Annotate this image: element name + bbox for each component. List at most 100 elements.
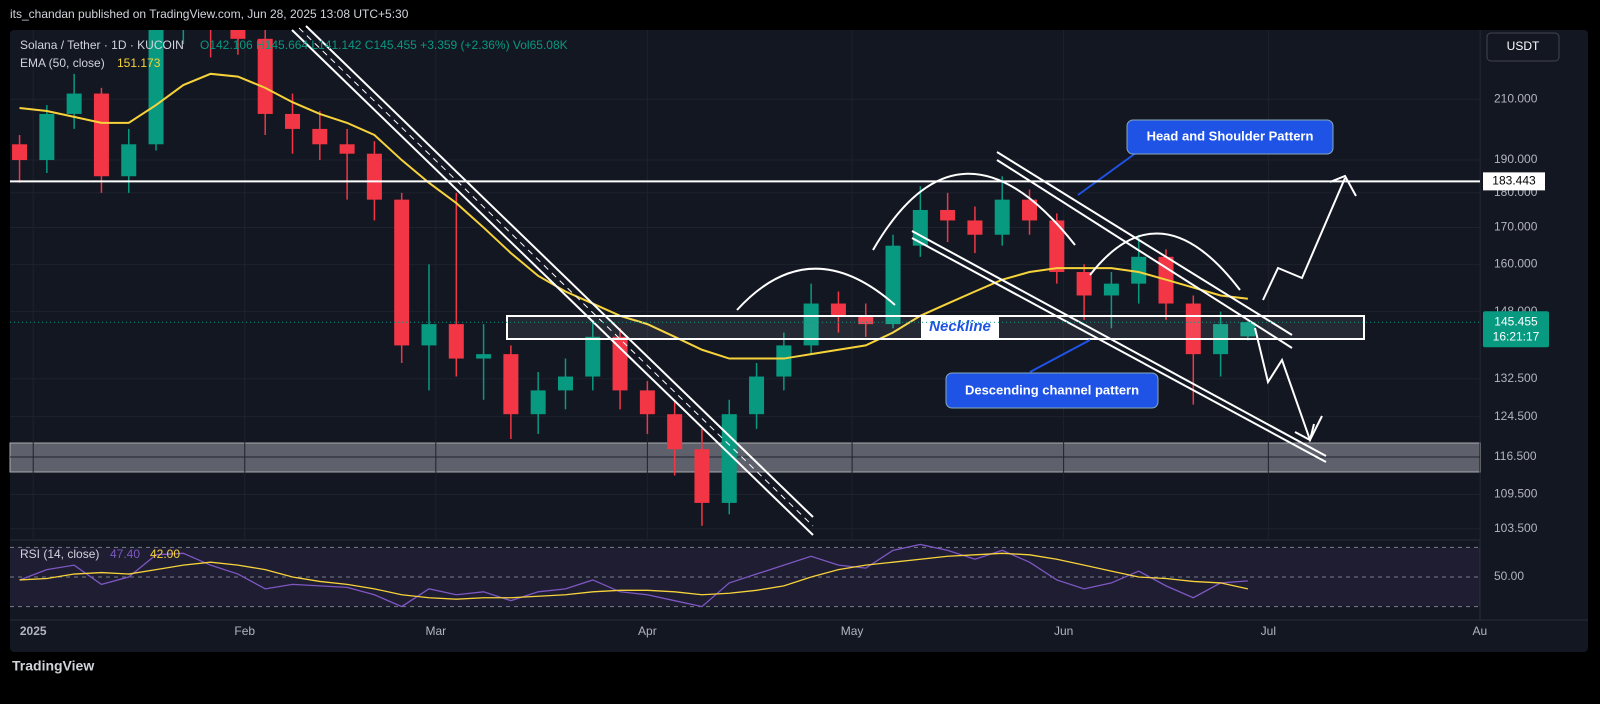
candle-body (1131, 256, 1147, 284)
rsi-line (19, 543, 1248, 608)
y-tick-label: 109.500 (1494, 487, 1538, 501)
ema-value: 151.173 (117, 56, 161, 70)
hs-callout (1126, 119, 1334, 155)
channel-line (911, 237, 1327, 463)
price-tag (1483, 172, 1545, 191)
x-tick-label: Au (1473, 624, 1488, 638)
candle-body (148, 30, 164, 145)
candle-body (694, 449, 710, 503)
candle-body (612, 336, 628, 391)
candle-body (530, 390, 546, 415)
y-tick-label: 132.500 (1494, 371, 1538, 385)
candle-body (93, 93, 109, 177)
callout-pointer (1077, 149, 1141, 196)
channel-mid (298, 27, 814, 527)
candle-body (394, 199, 410, 346)
channel-line (291, 29, 814, 536)
candle-body (858, 315, 874, 325)
channel-callout (945, 372, 1159, 409)
candle-body (1022, 199, 1038, 221)
channel-line (911, 230, 1327, 457)
x-tick-label: Mar (425, 624, 446, 638)
y-tick-label: 160.000 (1494, 257, 1538, 271)
arrow-up (1262, 177, 1346, 301)
channel-line (996, 159, 1293, 349)
candle-body (257, 38, 273, 114)
candle-body (585, 336, 601, 377)
candle-body (885, 245, 901, 325)
candle-body (1076, 271, 1092, 296)
candle-body (1240, 322, 1256, 337)
rsi-ma-line (19, 552, 1249, 600)
publisher: its_chandan published on TradingView.com… (10, 7, 409, 21)
y-tick-label: 170.000 (1494, 220, 1538, 234)
neckline-tag (921, 316, 999, 338)
chart-panel (10, 30, 1588, 652)
rsi-tick-label: 50.00 (1494, 569, 1524, 583)
candle-body (339, 144, 355, 154)
candle-body (230, 30, 246, 39)
y-tick-label: 124.500 (1494, 409, 1538, 423)
candle-body (994, 199, 1010, 235)
candle-body (940, 209, 956, 221)
candle-body (66, 93, 82, 114)
candle-body (476, 354, 492, 359)
x-tick-label: Apr (638, 624, 657, 638)
arrowhead (1294, 423, 1315, 442)
rsi-value: 47.40 (110, 547, 140, 561)
left-shoulder (736, 267, 896, 311)
y-tick-label: 103.500 (1494, 521, 1538, 535)
hs-label: Head and Shoulder Pattern (1147, 128, 1314, 143)
ema-line (19, 72, 1249, 360)
last-price-tag (1483, 311, 1549, 348)
candle-body (667, 414, 683, 450)
candle-body (366, 153, 382, 200)
candle-body (285, 113, 301, 129)
candle-body (776, 345, 792, 377)
head (872, 172, 1076, 251)
candle-body (749, 376, 765, 415)
support-zone (9, 442, 1481, 473)
arrowhead (1329, 174, 1357, 197)
candle-body (803, 303, 819, 346)
x-tick-label: 2025 (20, 624, 47, 638)
candle-body (121, 144, 137, 177)
y-tick-label: 210.000 (1494, 91, 1538, 105)
price-tag-label: 183.443 (1492, 174, 1536, 188)
rsi-label: RSI (14, close) (20, 547, 99, 561)
channel-line (996, 151, 1293, 336)
ema-label: EMA (50, close) (20, 56, 105, 70)
candle-body (421, 324, 437, 346)
candle-body (448, 324, 464, 359)
brand: TradingView (12, 658, 94, 674)
y-tick-label: 116.500 (1494, 449, 1537, 463)
candle-body (312, 128, 328, 145)
candle-body (967, 220, 983, 235)
candle-body (12, 144, 28, 161)
currency[interactable]: USDT (1507, 39, 1540, 53)
x-tick-label: Feb (234, 624, 255, 638)
symbol: Solana / Tether · 1D · KUCOIN (20, 38, 184, 52)
arrow-down (1254, 327, 1323, 443)
candle-body (830, 303, 846, 316)
candle-body (1049, 220, 1065, 272)
countdown: 16:21:17 (1493, 329, 1540, 343)
candle-body (721, 414, 737, 503)
neckline-label: Neckline (929, 318, 991, 335)
rsi-ma-value: 42.00 (150, 547, 180, 561)
channel-label: Descending channel pattern (965, 382, 1139, 397)
x-tick-label: Jul (1261, 624, 1276, 638)
candle-body (1103, 283, 1119, 296)
candle-body (639, 390, 655, 415)
x-tick-label: May (841, 624, 864, 638)
right-shoulder (1089, 232, 1241, 291)
x-tick-label: Jun (1054, 624, 1073, 638)
last-price: 145.455 (1494, 314, 1538, 328)
currency-button[interactable] (1486, 32, 1560, 62)
ohlc-readout: O142.106 H145.664 L141.142 C145.455 +3.3… (200, 38, 568, 52)
candle-body (39, 113, 55, 161)
candle-body (557, 376, 573, 391)
y-tick-label: 190.000 (1494, 152, 1538, 166)
callout-pointer (1029, 339, 1091, 373)
